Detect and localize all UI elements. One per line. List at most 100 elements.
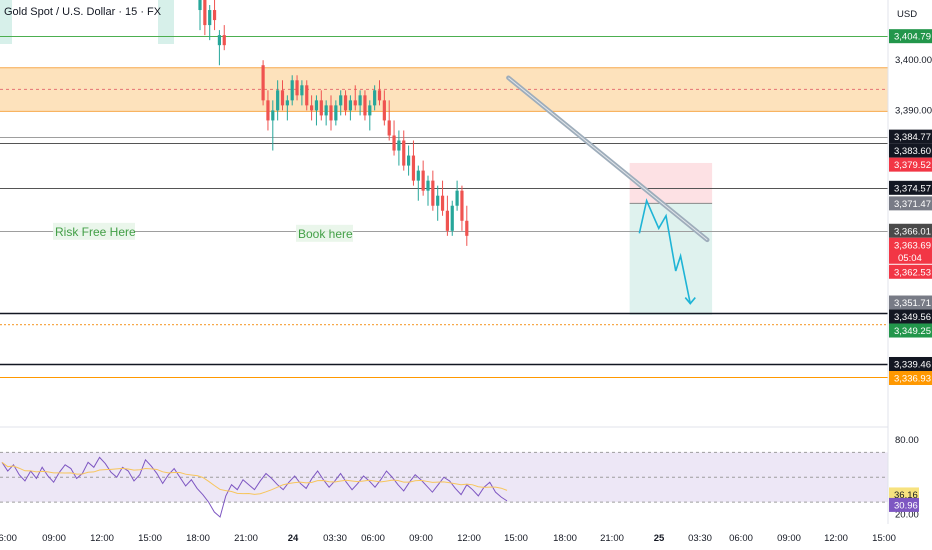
- candle-body: [465, 220, 469, 236]
- projection-path[interactable]: [638, 198, 692, 304]
- price-badge[interactable]: 3,351.71: [889, 295, 932, 310]
- time-axis-tick: 06:00: [361, 533, 385, 544]
- session-highlight: [0, 0, 12, 44]
- candle-body: [212, 10, 217, 21]
- candle-body: [203, 0, 207, 26]
- price-badge-label: 3,384.77: [894, 132, 931, 143]
- candle-body: [261, 65, 265, 101]
- price-badge[interactable]: 3,349.25: [889, 323, 932, 338]
- time-axis-tick: 18:00: [553, 533, 577, 544]
- candle-body: [431, 180, 435, 206]
- time-axis-tick: 06:00: [0, 533, 17, 544]
- candle-body: [305, 85, 309, 106]
- candle-body: [450, 205, 454, 231]
- time-axis-tick: 03:30: [688, 533, 712, 544]
- candle-body: [407, 155, 411, 166]
- price-badge-bg: [889, 29, 932, 44]
- price-axis-tick: 3,390.00: [895, 105, 932, 116]
- position-stop-zone[interactable]: [629, 162, 713, 204]
- price-badge-label: 3,351.71: [894, 298, 931, 309]
- currency-label: USD: [897, 9, 917, 20]
- candle-body: [266, 100, 270, 121]
- time-axis-tick: 25: [654, 533, 665, 544]
- price-badge[interactable]: 3,336.93: [889, 370, 932, 385]
- price-badge-bg: [889, 309, 932, 324]
- time-axis-tick: 18:00: [186, 533, 210, 544]
- projection-arrowhead: [684, 297, 696, 305]
- price-badge[interactable]: 3,404.79: [889, 29, 932, 44]
- time-axis-tick: 15:00: [504, 533, 528, 544]
- price-badge-bg: [889, 237, 932, 252]
- price-badge[interactable]: 3,374.57: [889, 180, 932, 195]
- session-highlight: [158, 0, 174, 44]
- candle-body: [368, 105, 372, 116]
- symbol-title[interactable]: Gold Spot / U.S. Dollar · 15 · FX: [4, 6, 162, 18]
- candle-body: [440, 195, 445, 211]
- countdown-label: 05:04: [898, 253, 922, 264]
- time-axis-tick: 09:00: [777, 533, 801, 544]
- price-badge-label: 3,349.56: [894, 312, 931, 323]
- price-badge-label: 3,363.69: [894, 240, 931, 251]
- candle-body: [348, 100, 352, 111]
- price-badge-label: 3,336.93: [894, 373, 931, 384]
- price-badge-label: 3,362.53: [894, 267, 931, 278]
- price-badge[interactable]: 3,383.60: [889, 143, 932, 158]
- candle-body: [324, 105, 328, 116]
- price-badge[interactable]: 3,371.47: [889, 196, 932, 211]
- time-axis-tick: 06:00: [729, 533, 753, 544]
- candle-body: [353, 100, 357, 106]
- rsi-ma-badge-label: 36.16: [894, 490, 918, 501]
- price-badge[interactable]: 3,339.46: [889, 356, 932, 371]
- price-badge[interactable]: 3,362.53: [889, 264, 932, 279]
- candle-body: [460, 190, 464, 221]
- price-axis-tick: 3,400.00: [895, 55, 932, 66]
- time-axis-tick: 09:00: [409, 533, 433, 544]
- price-badge-bg: [889, 196, 932, 211]
- candle-body: [334, 105, 338, 121]
- annotation-background: [53, 222, 135, 240]
- candle-body: [358, 95, 362, 106]
- time-axis-tick: 12:00: [457, 533, 481, 544]
- candle-body: [285, 100, 289, 106]
- rsi-ma-line[interactable]: [1, 461, 508, 495]
- price-badge[interactable]: 3,349.56: [889, 309, 932, 324]
- price-badge-label: 3,383.60: [894, 146, 931, 157]
- candle-body: [436, 195, 440, 206]
- time-axis-tick: 21:00: [234, 533, 258, 544]
- price-badge-bg: [889, 223, 932, 238]
- time-axis-tick: 03:30: [323, 533, 347, 544]
- price-badge-bg: [889, 264, 932, 279]
- price-badge-bg: [889, 295, 932, 310]
- candle-body: [445, 210, 449, 231]
- rsi-line[interactable]: [1, 456, 508, 518]
- price-badge-label: 3,404.79: [894, 32, 931, 43]
- annotation-risk-free[interactable]: Risk Free Here: [55, 225, 136, 239]
- price-badge-bg: [889, 129, 932, 144]
- candle-body: [387, 120, 391, 136]
- price-badge[interactable]: 3,366.01: [889, 223, 932, 238]
- candle-body: [416, 170, 420, 181]
- candle-body: [343, 95, 348, 111]
- rsi-value-badge[interactable]: 30.96: [889, 497, 919, 512]
- price-badge[interactable]: 3,384.77: [889, 129, 932, 144]
- candle-body: [363, 95, 367, 116]
- candle-body: [208, 10, 212, 26]
- price-badge-label: 3,366.01: [894, 226, 931, 237]
- trendline-highlight: [508, 77, 708, 241]
- price-badge[interactable]: 3,363.69 05:04: [889, 237, 932, 264]
- price-badge-bg: [889, 370, 932, 385]
- candle-body: [290, 80, 294, 101]
- price-badge[interactable]: 3,379.52: [889, 157, 932, 172]
- annotation-book-here[interactable]: Book here: [298, 227, 353, 241]
- candle-body: [276, 90, 280, 111]
- time-axis-tick: 12:00: [90, 533, 114, 544]
- candle-body: [217, 35, 221, 46]
- time-axis-tick: 15:00: [138, 533, 162, 544]
- price-badge-label: 3,339.46: [894, 359, 931, 370]
- position-target-zone[interactable]: [629, 203, 713, 315]
- price-badge-label: 3,379.52: [894, 160, 931, 171]
- price-badge-label: 3,371.47: [894, 199, 931, 210]
- candle-body: [455, 190, 459, 206]
- rsi-axis-tick: 20.00: [895, 510, 919, 521]
